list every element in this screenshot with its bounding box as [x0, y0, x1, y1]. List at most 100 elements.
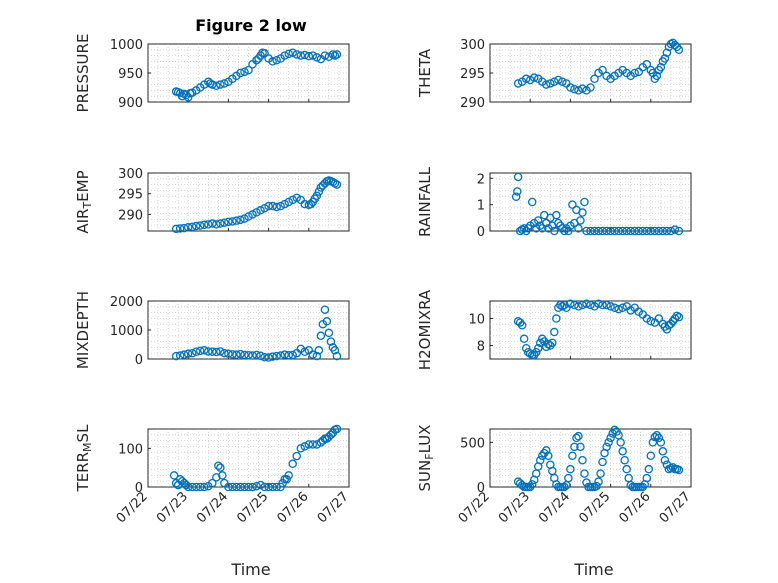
- data-point: [244, 65, 253, 75]
- data-point: [191, 221, 201, 231]
- data-point: [672, 311, 682, 321]
- data-point: [513, 187, 522, 196]
- data-point: [260, 353, 269, 362]
- data-point: [570, 84, 579, 94]
- data-point: [292, 50, 301, 59]
- data-point: [618, 226, 627, 236]
- data-point: [658, 447, 668, 456]
- data-point: [280, 199, 289, 209]
- data-point: [208, 347, 217, 356]
- y-tick-label: 1: [477, 199, 485, 214]
- data-point: [566, 464, 575, 474]
- data-point: [332, 50, 342, 59]
- data-point: [568, 200, 577, 209]
- data-point: [610, 303, 619, 312]
- data-point: [264, 201, 273, 211]
- data-point: [322, 317, 332, 326]
- data-point: [511, 192, 521, 201]
- data-point: [521, 226, 531, 236]
- data-point: [260, 49, 269, 58]
- y-tick-label: 950: [118, 67, 143, 82]
- data-point: [256, 206, 265, 215]
- data-point: [654, 433, 664, 443]
- y-tick-label: 300: [118, 167, 143, 182]
- data-point: [236, 68, 245, 78]
- data-point: [578, 208, 587, 217]
- data-point: [654, 314, 664, 323]
- data-point: [191, 347, 201, 356]
- data-point: [568, 451, 577, 461]
- data-point: [312, 440, 322, 449]
- data-point: [216, 347, 225, 356]
- y-tick-label: 295: [118, 188, 143, 203]
- data-point: [268, 57, 277, 66]
- data-point: [196, 482, 205, 492]
- data-point: [614, 226, 623, 236]
- data-point: [590, 74, 599, 84]
- data-point: [280, 51, 289, 60]
- data-point: [191, 482, 201, 492]
- data-point: [594, 477, 603, 486]
- data-point: [592, 481, 601, 491]
- data-point: [248, 351, 257, 360]
- data-point: [542, 446, 551, 455]
- data-point: [208, 80, 217, 89]
- data-point: [187, 482, 197, 492]
- data-point: [648, 438, 658, 447]
- subplot-5: 8 10 H2OMIXRA: [416, 289, 692, 370]
- data-point: [308, 51, 318, 60]
- data-point: [272, 482, 281, 492]
- y-axis-label: PRESSURE: [74, 34, 92, 113]
- data-point: [544, 339, 553, 349]
- data-point: [550, 327, 559, 337]
- data-point: [288, 195, 297, 205]
- data-point: [268, 352, 277, 361]
- data-point: [558, 77, 567, 86]
- data-point: [212, 220, 221, 229]
- data-point: [558, 302, 567, 311]
- y-tick-label: 0: [477, 481, 485, 496]
- data-point: [564, 226, 573, 236]
- data-point: [175, 224, 185, 233]
- data-point: [550, 77, 559, 86]
- data-point: [236, 349, 245, 359]
- data-point: [314, 187, 324, 196]
- y-tick-label: 1000: [110, 38, 143, 53]
- data-point: [308, 440, 318, 449]
- data-point: [171, 224, 181, 234]
- data-point: [548, 338, 557, 348]
- y-axis-label: AIRTEMP: [74, 170, 94, 233]
- data-point: [642, 226, 652, 236]
- data-point: [606, 433, 615, 443]
- data-point: [630, 68, 639, 78]
- data-point: [288, 48, 297, 57]
- data-point: [536, 338, 545, 348]
- data-point: [228, 350, 237, 359]
- data-point: [674, 45, 684, 55]
- data-point: [580, 469, 589, 478]
- data-point: [183, 223, 193, 232]
- data-point: [527, 480, 537, 489]
- data-point: [642, 60, 652, 69]
- data-point: [517, 321, 527, 330]
- data-point: [300, 442, 310, 451]
- data-point: [542, 80, 551, 89]
- data-point: [212, 473, 221, 482]
- data-point: [280, 350, 289, 359]
- data-point: [626, 480, 635, 490]
- data-point: [320, 51, 330, 60]
- data-point: [660, 54, 670, 63]
- data-point: [598, 65, 607, 75]
- data-point: [594, 299, 603, 308]
- data-point: [228, 482, 237, 492]
- data-point: [212, 347, 221, 357]
- data-point: [228, 217, 237, 226]
- data-point: [240, 214, 249, 223]
- y-tick-label: 290: [460, 96, 485, 111]
- data-point: [304, 440, 314, 449]
- data-point: [272, 351, 281, 361]
- data-point: [252, 350, 261, 360]
- data-point: [268, 201, 277, 211]
